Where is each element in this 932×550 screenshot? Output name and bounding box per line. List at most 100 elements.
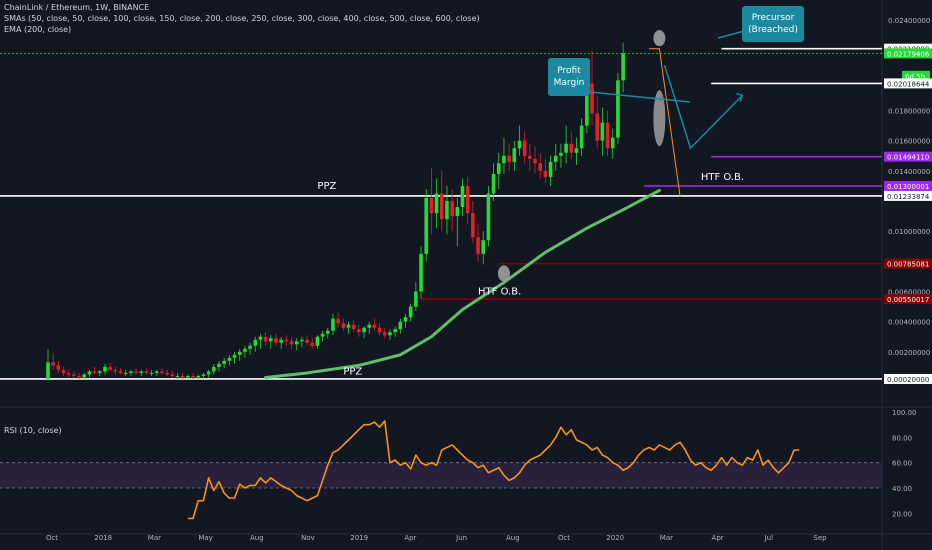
candle-body[interactable] xyxy=(191,375,195,378)
candle-body[interactable] xyxy=(621,53,625,81)
profit-margin-callout[interactable] xyxy=(548,58,590,96)
candle-body[interactable] xyxy=(206,371,211,375)
candle-body[interactable] xyxy=(450,201,454,217)
candle-body[interactable] xyxy=(217,363,221,367)
candle-body[interactable] xyxy=(227,357,232,361)
candle-body[interactable] xyxy=(414,291,418,307)
candle-body[interactable] xyxy=(553,155,558,162)
candle-body[interactable] xyxy=(610,137,615,149)
candle-body[interactable] xyxy=(517,140,522,149)
candle-body[interactable] xyxy=(253,339,258,346)
ema-200-line[interactable] xyxy=(264,188,661,379)
candle-body[interactable] xyxy=(300,339,304,342)
candle-body[interactable] xyxy=(393,329,397,333)
candle-body[interactable] xyxy=(590,83,594,114)
candle-body[interactable] xyxy=(325,330,330,334)
candle-body[interactable] xyxy=(160,371,164,373)
candle-body[interactable] xyxy=(56,365,61,370)
candle-body[interactable] xyxy=(574,148,579,153)
candle-body[interactable] xyxy=(388,332,392,336)
candle-body[interactable] xyxy=(616,80,620,138)
candle-body[interactable] xyxy=(455,207,460,217)
candle-body[interactable] xyxy=(491,173,496,194)
candle-body[interactable] xyxy=(336,318,340,324)
ema-legend[interactable]: EMA (200, close) xyxy=(4,25,72,34)
candle-body[interactable] xyxy=(585,83,589,126)
precursor-callout[interactable] xyxy=(742,6,804,42)
candle-body[interactable] xyxy=(279,339,283,343)
candle-body[interactable] xyxy=(129,371,133,373)
candle-body[interactable] xyxy=(305,339,309,343)
candle-body[interactable] xyxy=(165,372,169,375)
candle-body[interactable] xyxy=(196,375,201,378)
rsi-legend[interactable]: RSI (10, close) xyxy=(4,426,62,435)
candle-body[interactable] xyxy=(268,338,273,342)
candle-body[interactable] xyxy=(600,122,605,141)
candle-body[interactable] xyxy=(108,366,112,370)
candle-body[interactable] xyxy=(471,213,475,238)
candle-body[interactable] xyxy=(248,345,252,349)
candle-body[interactable] xyxy=(92,371,97,373)
candle-body[interactable] xyxy=(408,306,413,318)
candle-body[interactable] xyxy=(201,374,206,376)
candle-body[interactable] xyxy=(144,371,149,373)
candle-body[interactable] xyxy=(139,371,144,373)
candle-body[interactable] xyxy=(258,336,263,340)
candle-body[interactable] xyxy=(507,155,511,162)
candle-body[interactable] xyxy=(382,332,387,336)
candle-body[interactable] xyxy=(434,193,439,214)
candle-body[interactable] xyxy=(357,329,361,333)
candle-body[interactable] xyxy=(170,374,175,376)
candle-body[interactable] xyxy=(113,369,118,372)
candle-body[interactable] xyxy=(548,161,553,177)
candle-body[interactable] xyxy=(341,323,346,328)
candle-body[interactable] xyxy=(543,170,548,177)
candle-body[interactable] xyxy=(496,163,501,174)
candle-body[interactable] xyxy=(123,372,128,374)
candle-body[interactable] xyxy=(87,371,92,375)
candle-body[interactable] xyxy=(263,336,268,342)
candle-body[interactable] xyxy=(154,371,159,373)
candle-body[interactable] xyxy=(186,375,190,378)
candle-body[interactable] xyxy=(445,201,449,220)
candle-body[interactable] xyxy=(51,362,55,366)
candle-body[interactable] xyxy=(481,240,486,254)
candle-body[interactable] xyxy=(528,155,532,159)
candle-body[interactable] xyxy=(232,354,237,358)
candle-body[interactable] xyxy=(294,341,299,345)
candle-body[interactable] xyxy=(564,143,568,153)
candle-body[interactable] xyxy=(398,321,403,330)
candle-body[interactable] xyxy=(134,371,138,373)
candle-body[interactable] xyxy=(502,155,506,164)
candle-body[interactable] xyxy=(237,351,242,355)
candle-body[interactable] xyxy=(149,372,154,374)
candle-body[interactable] xyxy=(377,327,382,333)
candle-body[interactable] xyxy=(579,125,584,149)
candle-body[interactable] xyxy=(372,324,377,328)
candle-body[interactable] xyxy=(346,324,351,328)
candle-body[interactable] xyxy=(72,374,76,376)
candle-body[interactable] xyxy=(486,193,491,241)
candle-body[interactable] xyxy=(522,140,527,156)
candle-body[interactable] xyxy=(284,339,289,342)
candle-body[interactable] xyxy=(211,366,216,372)
candle-body[interactable] xyxy=(595,113,600,141)
candle-body[interactable] xyxy=(512,148,517,162)
candle-body[interactable] xyxy=(97,371,102,373)
candle-body[interactable] xyxy=(46,362,50,379)
symbol-title[interactable]: ChainLink / Ethereum, 1W, BINANCE xyxy=(4,3,150,12)
candle-body[interactable] xyxy=(315,336,320,346)
candle-body[interactable] xyxy=(175,375,180,377)
candle-body[interactable] xyxy=(367,324,372,328)
candle-body[interactable] xyxy=(605,122,610,149)
candle-body[interactable] xyxy=(460,185,465,208)
candle-body[interactable] xyxy=(180,375,185,378)
candle-body[interactable] xyxy=(419,253,423,292)
sma-legend[interactable]: SMAs (50, close, 50, close, 100, close, … xyxy=(4,14,480,23)
candle-body[interactable] xyxy=(569,143,574,153)
candle-body[interactable] xyxy=(222,360,226,364)
candle-body[interactable] xyxy=(538,163,543,171)
candle-body[interactable] xyxy=(362,327,366,333)
candle-body[interactable] xyxy=(103,366,107,372)
candle-body[interactable] xyxy=(66,372,71,375)
